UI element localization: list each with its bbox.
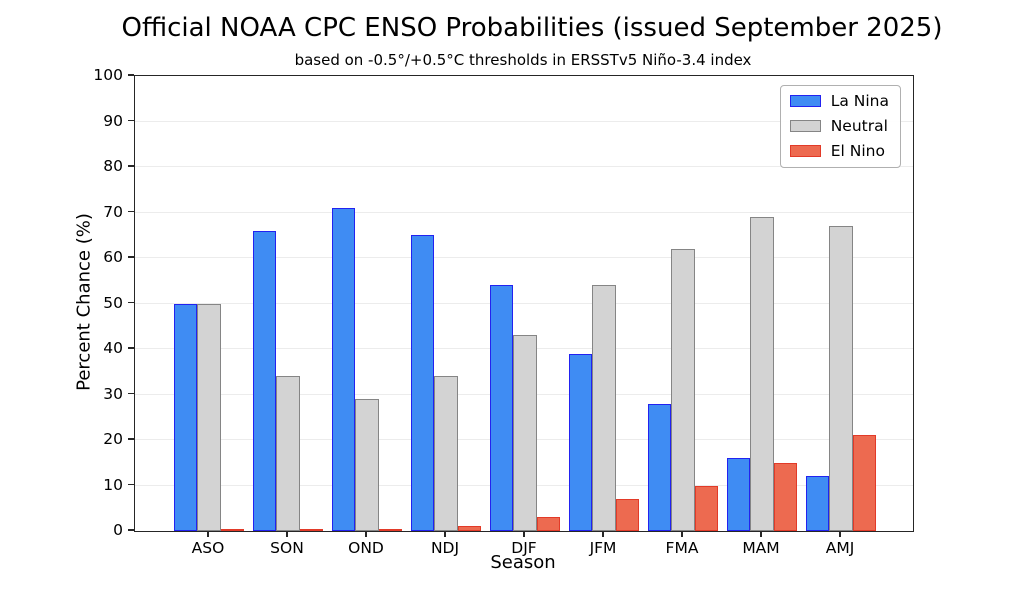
x-tick-mark bbox=[523, 531, 525, 537]
legend-label-la-nina: La Nina bbox=[830, 92, 889, 110]
y-tick-mark bbox=[127, 165, 134, 167]
legend-item-la-nina: La Nina bbox=[789, 92, 889, 110]
bar-el-nino-ndj bbox=[457, 526, 482, 531]
y-tick-mark bbox=[127, 438, 134, 440]
legend-swatch-neutral bbox=[789, 120, 821, 132]
y-tick-label: 70 bbox=[103, 202, 123, 221]
x-tick-mark bbox=[681, 531, 683, 537]
legend-label-el-nino: El Nino bbox=[830, 142, 885, 160]
x-tick-label-mam: MAM bbox=[742, 539, 780, 557]
bar-el-nino-fma bbox=[694, 485, 719, 531]
bar-neutral-jfm bbox=[592, 285, 616, 531]
x-axis: ASO SON OND NDJ DJF JFM FMA MAM AMJ bbox=[134, 75, 912, 557]
bar-neutral-amj bbox=[829, 226, 853, 531]
legend-item-el-nino: El Nino bbox=[789, 142, 889, 160]
x-tick-label-ndj: NDJ bbox=[430, 539, 460, 557]
y-tick-mark bbox=[127, 74, 134, 76]
bar-el-nino-son bbox=[299, 529, 324, 531]
y-tick-mark bbox=[127, 119, 134, 122]
x-tick-mark bbox=[602, 531, 604, 537]
bar-group-amj bbox=[805, 76, 877, 531]
legend-swatch-el-nino bbox=[789, 145, 821, 157]
y-tick-label: 0 bbox=[113, 521, 123, 539]
bar-el-nino-mam bbox=[773, 462, 798, 531]
y-tick-label: 90 bbox=[103, 111, 123, 130]
y-tick-label: 60 bbox=[103, 248, 123, 266]
legend: La Nina Neutral El Nino bbox=[779, 85, 901, 168]
x-tick-label-son: SON bbox=[270, 539, 304, 557]
bar-neutral-mam bbox=[750, 217, 774, 531]
chart-subtitle: based on -0.5°/+0.5°C thresholds in ERSS… bbox=[294, 51, 752, 69]
bar-la-nina-amj bbox=[805, 476, 830, 531]
plot-area: La Nina Neutral El Nino bbox=[134, 75, 914, 532]
bar-el-nino-jfm bbox=[615, 499, 640, 531]
y-tick-label: 50 bbox=[103, 293, 123, 312]
bar-group-ond bbox=[331, 76, 403, 531]
bar-group-jfm bbox=[568, 76, 640, 531]
legend-item-neutral: Neutral bbox=[789, 117, 889, 135]
y-tick-mark bbox=[127, 529, 134, 531]
bar-la-nina-son bbox=[252, 230, 277, 531]
x-tick-mark bbox=[207, 531, 209, 537]
bar-group-mam bbox=[726, 76, 798, 531]
bar-neutral-djf bbox=[513, 335, 537, 531]
legend-label-neutral: Neutral bbox=[830, 117, 888, 135]
bar-la-nina-ond bbox=[331, 207, 356, 531]
x-tick-label-amj: AMJ bbox=[825, 539, 855, 557]
bar-la-nina-djf bbox=[489, 285, 514, 531]
x-tick-label-fma: FMA bbox=[665, 539, 699, 557]
bar-neutral-ond bbox=[355, 399, 379, 531]
x-tick-label-aso: ASO bbox=[191, 539, 225, 557]
x-tick-label-jfm: JFM bbox=[589, 539, 617, 557]
bar-group-aso bbox=[173, 76, 245, 531]
chart-title: Official NOAA CPC ENSO Probabilities (is… bbox=[121, 13, 943, 43]
x-tick-label-ond: OND bbox=[348, 539, 384, 557]
bar-neutral-fma bbox=[671, 248, 695, 531]
y-tick-label: 100 bbox=[93, 66, 123, 84]
x-tick-mark bbox=[444, 531, 446, 537]
y-axis: 0 10 20 30 40 50 60 70 80 90 100 bbox=[0, 66, 134, 539]
bar-el-nino-aso bbox=[220, 529, 245, 531]
bar-la-nina-mam bbox=[726, 458, 751, 531]
y-tick-mark bbox=[127, 210, 134, 213]
x-tick-mark bbox=[839, 531, 841, 537]
y-tick-label: 40 bbox=[103, 339, 123, 357]
x-tick-label-djf: DJF bbox=[511, 539, 537, 557]
x-axis-title: Season bbox=[490, 552, 556, 573]
bar-group-djf bbox=[489, 76, 561, 531]
bar-group-son bbox=[252, 76, 324, 531]
bar-neutral-son bbox=[276, 376, 300, 531]
y-tick-label: 10 bbox=[103, 475, 123, 494]
y-tick-mark bbox=[127, 392, 134, 395]
x-tick-mark bbox=[760, 531, 762, 537]
bar-group-ndj bbox=[410, 76, 482, 531]
y-tick-label: 30 bbox=[103, 384, 123, 403]
bar-el-nino-amj bbox=[852, 435, 877, 531]
bar-neutral-ndj bbox=[434, 376, 458, 531]
y-tick-mark bbox=[127, 256, 134, 258]
gridline-70 bbox=[135, 211, 913, 213]
y-tick-mark bbox=[127, 301, 134, 304]
bar-el-nino-djf bbox=[536, 517, 561, 531]
bar-el-nino-ond bbox=[378, 529, 403, 531]
gridline-60 bbox=[135, 257, 913, 258]
legend-swatch-la-nina bbox=[789, 95, 821, 107]
y-tick-label: 20 bbox=[103, 430, 123, 448]
y-tick-label: 80 bbox=[103, 157, 123, 175]
gridline-80 bbox=[135, 166, 913, 167]
y-tick-mark bbox=[127, 347, 134, 349]
x-tick-mark bbox=[365, 531, 367, 537]
bar-la-nina-aso bbox=[173, 303, 198, 531]
bar-la-nina-ndj bbox=[410, 235, 435, 531]
gridline-50 bbox=[135, 302, 913, 304]
y-tick-mark bbox=[127, 483, 134, 486]
bar-la-nina-jfm bbox=[568, 353, 593, 531]
bar-group-fma bbox=[647, 76, 719, 531]
bar-neutral-aso bbox=[197, 303, 221, 531]
bar-la-nina-fma bbox=[647, 403, 672, 531]
x-tick-mark bbox=[286, 531, 288, 537]
gridline-90 bbox=[135, 120, 913, 122]
